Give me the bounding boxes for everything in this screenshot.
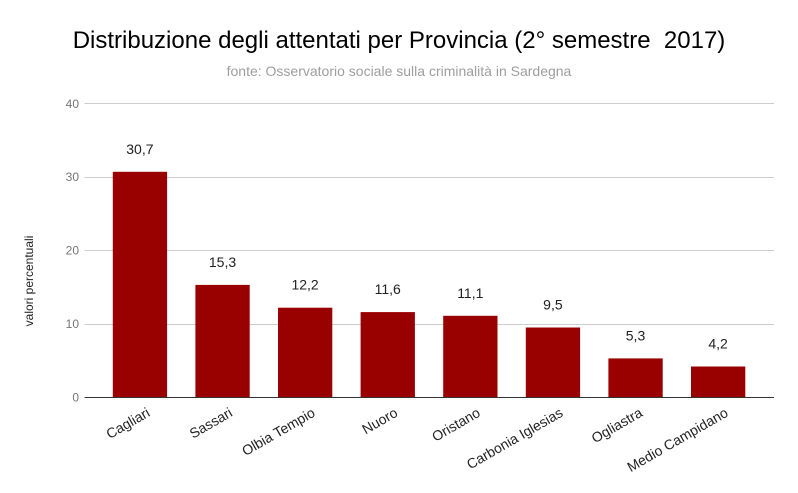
svg-text:30: 30 bbox=[66, 170, 80, 184]
svg-text:10: 10 bbox=[66, 317, 80, 331]
svg-text:20: 20 bbox=[66, 244, 80, 258]
svg-text:11,1: 11,1 bbox=[457, 285, 483, 301]
svg-text:valori percentuali: valori percentuali bbox=[22, 236, 36, 327]
svg-text:30,7: 30,7 bbox=[126, 141, 153, 157]
svg-text:9,5: 9,5 bbox=[543, 297, 563, 313]
svg-text:4,2: 4,2 bbox=[708, 336, 728, 352]
svg-text:12,2: 12,2 bbox=[291, 277, 318, 293]
svg-text:0: 0 bbox=[72, 391, 79, 405]
svg-text:40: 40 bbox=[66, 97, 80, 111]
svg-text:15,3: 15,3 bbox=[209, 254, 236, 270]
svg-text:Distribuzione degli attentati: Distribuzione degli attentati per Provin… bbox=[73, 27, 726, 54]
svg-text:5,3: 5,3 bbox=[626, 327, 646, 343]
svg-text:fonte: Osservatorio sociale su: fonte: Osservatorio sociale sulla crimin… bbox=[227, 63, 572, 79]
svg-text:11,6: 11,6 bbox=[375, 281, 401, 297]
